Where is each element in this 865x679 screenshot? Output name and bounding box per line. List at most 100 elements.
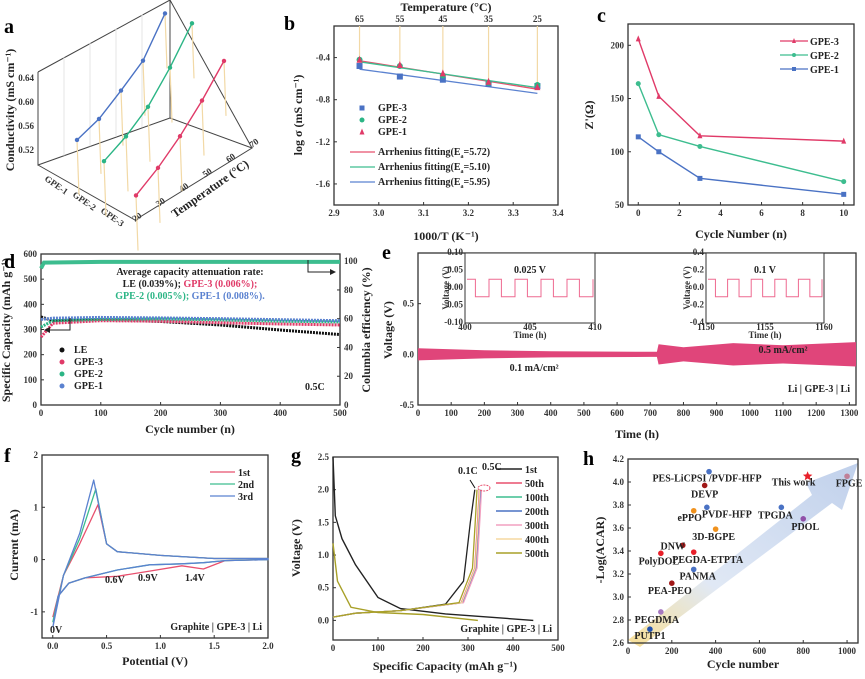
y2-tick-label: 80: [344, 285, 354, 295]
panel-label-d: d: [4, 251, 15, 273]
data-point: [800, 516, 807, 522]
point-label: PES-LiCPSI /PVDF-HFP: [652, 474, 761, 485]
annotation-rates-line2: GPE-2 (0.005%); GPE-1 (0.008%).: [115, 291, 265, 302]
data-point-GPE-3: [697, 132, 703, 139]
data-point-GPE-1: [74, 137, 80, 143]
y-tick-label: -0.4: [316, 53, 331, 63]
data-point: [658, 550, 664, 557]
legend-label: 400th: [525, 535, 549, 546]
y-tick-label: 3.6: [613, 523, 625, 533]
y-axis-label: Z'(Ω): [582, 101, 596, 130]
data-point: [844, 473, 850, 480]
y-tick-label: 0.0: [403, 349, 415, 359]
x-tick-label: 200: [154, 408, 168, 418]
y-tick-label: 2.6: [613, 638, 625, 648]
legend-label: GPE-1: [74, 381, 103, 392]
y-tick-label: 2.8: [613, 615, 625, 625]
y-tick-label: 0.0: [318, 615, 330, 625]
data-point-GPE-3: [396, 73, 403, 80]
data-point-GPE-1: [356, 55, 363, 63]
inset-y-tick: -0.2: [690, 300, 705, 310]
legend-marker: [359, 128, 365, 135]
y-tick-label: 600: [24, 249, 38, 259]
voltage-envelope: [418, 342, 856, 367]
x-tick-label: 200: [416, 643, 430, 653]
data-point-GPE-1: [162, 11, 168, 16]
point-label: DEVP: [691, 489, 718, 500]
inset-x-label: Time (h): [748, 330, 781, 340]
y2-tick-label: 60: [344, 314, 354, 324]
inset-title: 0.1 V: [754, 265, 777, 276]
y-tick-label: 100: [24, 375, 38, 385]
legend-label: 100th: [525, 493, 549, 504]
x-tick-label: 600: [753, 646, 767, 656]
point-label: PolyDOL: [639, 556, 680, 567]
capacity-series-GPE-3: [39, 319, 341, 339]
chart-c: 0 2 4 6 8 10 50 100 150 200 Cycle Number (n) Z'(Ω) G…: [582, 23, 855, 241]
data-point-GPE-1: [697, 175, 703, 181]
data-point-GPE-3: [635, 35, 641, 42]
legend-label: GPE-3: [378, 103, 407, 114]
point-label: PUTP1: [634, 631, 665, 642]
x-tick-label: 2: [677, 208, 682, 218]
drop-line: [223, 60, 227, 116]
panel-label-b: b: [284, 13, 295, 35]
cv-curve-3rd: [52, 479, 269, 628]
x-tick-label: 100: [94, 408, 108, 418]
x-tick-label: 200: [665, 646, 679, 656]
legend-label: 1st: [238, 468, 251, 479]
inset-y-tick: 0.10: [447, 247, 463, 257]
legend-label: 200th: [525, 507, 549, 518]
arrow-head: [330, 269, 336, 275]
legend-marker: [359, 117, 365, 123]
top-tick-label: 45: [438, 14, 448, 24]
inset-y-tick: -0.4: [690, 317, 705, 327]
current-label-2: 0.5 mA/cm²: [758, 345, 807, 356]
inset-voltage-trace: [708, 278, 823, 298]
data-point-GPE-1: [635, 134, 641, 140]
x-tick-label: 300: [511, 408, 525, 418]
drop-line: [120, 90, 124, 146]
point-label: PANMA: [679, 571, 716, 582]
y-tick-label: 2: [34, 450, 39, 460]
y-tick-label: -1.6: [316, 179, 331, 189]
y-tick-label: 3.4: [613, 546, 625, 556]
x-axis-label: 1000/T (K⁻¹): [413, 229, 478, 243]
x-tick-label: 800: [677, 408, 691, 418]
x-axis-label: Cycle number: [707, 657, 780, 671]
efficiency-line: [39, 259, 340, 270]
y-tick-label: -0.8: [316, 95, 331, 105]
inset-2: -0.4 -0.2 0.0 0.2 0.4 1150 1155 1160 Time (h) Vol…: [682, 247, 833, 340]
inset-x-tick: 1155: [756, 322, 774, 332]
y-tick-label: 4.2: [613, 454, 625, 464]
data-point: [706, 468, 712, 475]
data-point-GPE-1: [841, 191, 847, 197]
x-tick-label: 200: [478, 408, 492, 418]
peak-annotation: 0V: [50, 625, 63, 636]
x-tick-label: 400: [273, 408, 287, 418]
drop-line: [164, 13, 168, 69]
legend-label: GPE-1: [378, 127, 407, 138]
y-tick-label: -0.5: [400, 400, 415, 410]
inset-y-tick: 0.05: [447, 265, 463, 275]
inset-x-tick: 1150: [697, 322, 715, 332]
inset-x-tick: 400: [458, 322, 472, 332]
x-tick-label: 4: [718, 208, 723, 218]
point-label: PVDF-HFP: [702, 509, 752, 520]
top-tick-label: 65: [355, 14, 365, 24]
legend-label: GPE-3: [74, 357, 103, 368]
panel-label-e: e: [382, 242, 391, 264]
data-point-GPE-1: [396, 60, 403, 68]
z-axis-label: Conductivity (mS cm⁻¹): [3, 49, 17, 172]
legend-label: GPE-2: [810, 51, 839, 62]
y-tick-label: 300: [24, 325, 38, 335]
chart-e: 0 100 200 300 400 500 600 700 800 900 1000 1100 1200…: [381, 247, 859, 441]
y-axis-label: log σ (mS cm⁻¹): [291, 75, 305, 156]
axis-box-back: [37, 0, 171, 166]
x-tick-label: 1.0: [155, 641, 167, 651]
data-point-GPE-3: [199, 98, 205, 103]
y-tick-label: 4.0: [613, 477, 625, 487]
drop-line: [201, 100, 205, 156]
cell-label: Graphite | GPE-3 | Li: [460, 624, 552, 635]
